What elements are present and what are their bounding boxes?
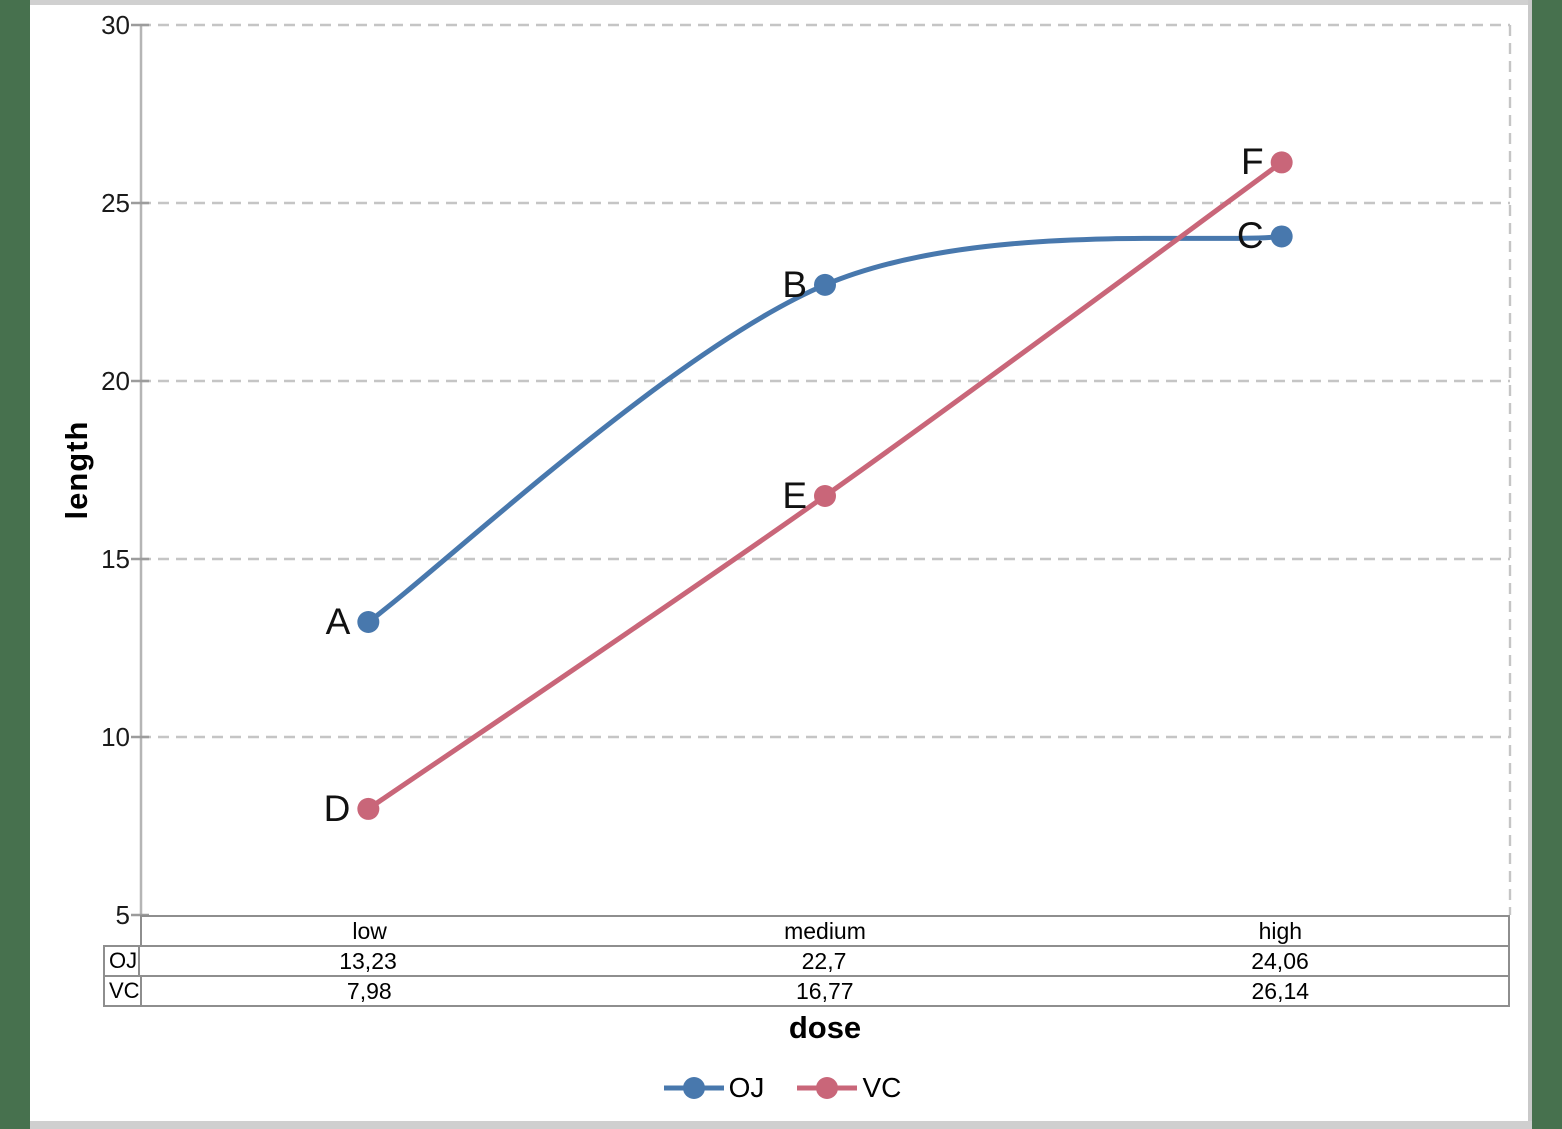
table-cell-oj-high: 24,06 [1251,947,1309,974]
right-frame-edge [1528,0,1532,1129]
table-row-oj: OJ 13,23 22,7 24,06 [103,945,1510,977]
table-cell-vc-low: 7,98 [346,977,392,1004]
legend-label-vc: VC [862,1072,902,1103]
vc-marker-medium [814,484,836,507]
vc-legend-swatch-icon [797,1077,858,1099]
y-tick-label-25: 25 [101,188,130,218]
point-label-F: F [1241,141,1264,183]
y-axis-title: length [59,420,94,520]
chart-legend: OJ VC [30,1068,1532,1108]
bottom-frame-strip [30,1121,1532,1129]
left-frame-band [0,0,30,1129]
y-tick-label-5: 5 [115,900,130,930]
legend-item-vc: VC [794,1072,901,1104]
y-tick-label-20: 20 [101,366,130,396]
x-axis-title: dose [788,1010,862,1045]
oj-legend-swatch-icon [663,1077,724,1099]
point-label-E: E [782,474,807,516]
top-frame-strip [30,0,1528,5]
table-header-row: low medium high [140,915,1510,947]
legend-item-oj: OJ [661,1072,765,1104]
point-label-A: A [325,601,351,642]
table-header-medium: medium [784,917,866,944]
y-tick-label-10: 10 [101,722,130,752]
point-label-B: B [782,263,807,305]
table-cell-oj-low: 13,23 [339,947,397,974]
y-tick-label-15: 15 [101,544,130,574]
table-row-label-oj: OJ [105,947,140,975]
table-cell-oj-medium: 22,7 [801,947,847,974]
table-cell-vc-high: 26,14 [1251,977,1310,1004]
point-label-C: C [1236,215,1264,257]
table-row-label-vc: VC [105,977,142,1005]
table-cell-vc-medium: 16,77 [796,977,854,1004]
vc-marker-high [1270,151,1293,174]
table-row-vc: VC 7,98 16,77 26,14 [103,975,1510,1007]
oj-marker-high [1270,225,1293,248]
oj-marker-low [357,611,380,634]
y-tick-label-30: 30 [101,10,130,40]
vc-marker-low [357,797,380,820]
table-header-low: low [352,917,387,944]
point-label-D: D [323,787,351,829]
legend-label-oj: OJ [728,1072,765,1103]
table-header-high: high [1258,917,1303,944]
right-frame-band [1532,0,1562,1129]
oj-marker-medium [814,273,836,296]
